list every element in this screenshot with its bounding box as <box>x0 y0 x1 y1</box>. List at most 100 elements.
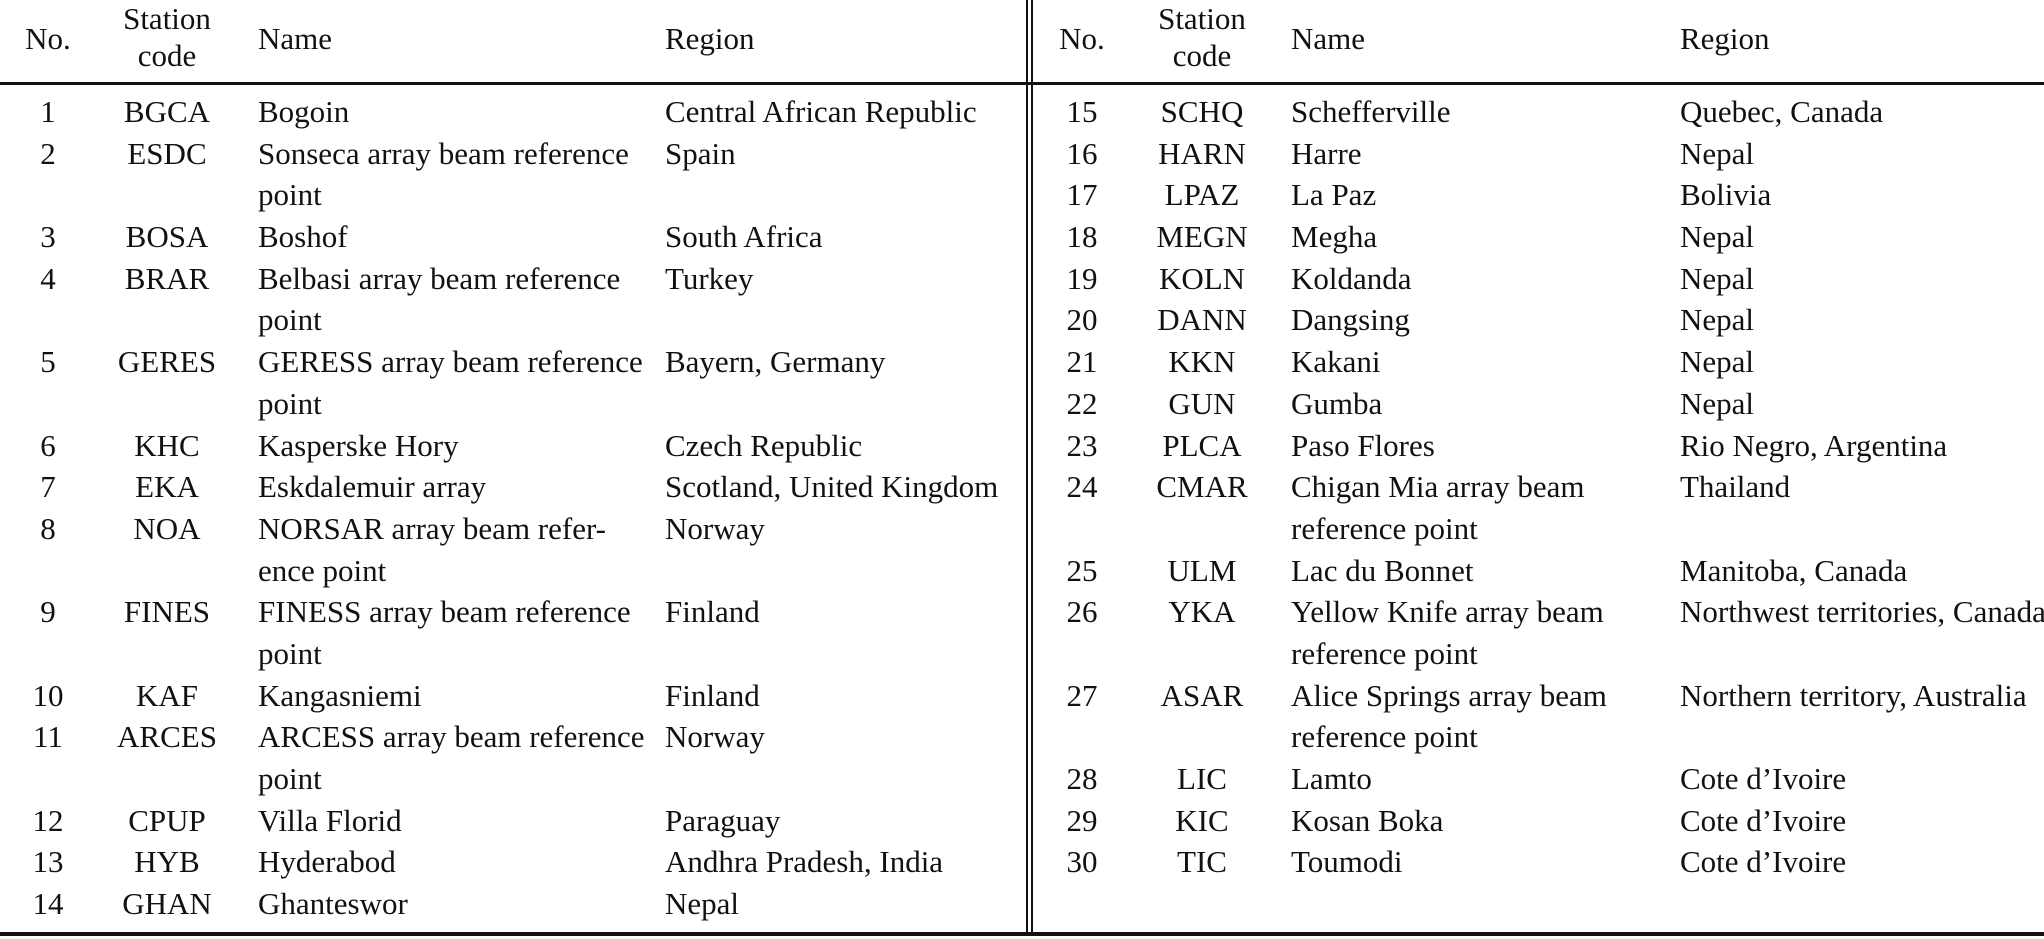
region: Norway <box>665 719 765 755</box>
station-name-line: Kakani <box>1291 344 1381 380</box>
station-code: LIC <box>1177 761 1227 797</box>
station-name-line: reference point <box>1291 635 1478 671</box>
row-number: 5 <box>40 344 56 380</box>
station-name: Boshof <box>258 216 348 258</box>
station-name-line: point <box>258 177 322 213</box>
station-name-line: Kosan Boka <box>1291 802 1444 838</box>
station-name: Hyderabod <box>258 841 396 883</box>
station-name: Yellow Knife array beam reference point <box>1291 591 1604 674</box>
table-row: 12 CPUP Villa Florid Paraguay <box>0 800 1026 842</box>
station-name: Toumodi <box>1291 841 1403 883</box>
station-code: DANN <box>1157 302 1247 338</box>
region: Cote d’Ivoire <box>1680 802 1847 838</box>
station-code: MEGN <box>1156 219 1248 255</box>
table-header: No. Station code Name Region <box>1032 0 2044 80</box>
header-name: Name <box>258 21 333 56</box>
region: Northern territory, Australia <box>1680 677 2027 713</box>
station-code: KHC <box>134 427 200 463</box>
row-number: 22 <box>1066 385 1098 421</box>
station-name: Belbasi array beam reference point <box>258 258 620 341</box>
row-number: 10 <box>32 677 64 713</box>
station-name-line: Hyderabod <box>258 844 396 880</box>
row-number: 19 <box>1066 260 1098 296</box>
station-name: Schefferville <box>1291 91 1451 133</box>
region: Nepal <box>1680 385 1755 421</box>
region: South Africa <box>665 219 823 255</box>
table-row: 6 KHC Kasperske Hory Czech Republic <box>0 425 1026 467</box>
row-number: 27 <box>1066 677 1098 713</box>
row-number: 13 <box>32 844 64 880</box>
station-name-line: Paso Flores <box>1291 427 1435 463</box>
station-name: Lac du Bonnet <box>1291 550 1474 592</box>
station-name: Villa Florid <box>258 800 402 842</box>
divider-line-1 <box>1026 0 1028 936</box>
station-code: FINES <box>123 594 211 630</box>
station-name-line: Lac du Bonnet <box>1291 552 1474 588</box>
table-row: 18 MEGN Megha Nepal <box>1032 216 2044 258</box>
station-name: GERESS array beam reference point <box>258 341 643 424</box>
table-row: 26 YKA Yellow Knife array beam reference po… <box>1032 591 2044 674</box>
right-table: No. Station code Name Region 15 SCHQ Scheffervi… <box>1032 0 2044 939</box>
row-number: 30 <box>1066 844 1098 880</box>
row-number: 21 <box>1066 344 1098 380</box>
table-row: 28 LIC Lamto Cote d’Ivoire <box>1032 758 2044 800</box>
station-code: HARN <box>1158 135 1246 171</box>
region: Finland <box>665 594 760 630</box>
header-name: Name <box>1291 21 1366 56</box>
region: Northwest territories, Canada <box>1680 594 2044 630</box>
station-name: Harre <box>1291 133 1362 175</box>
table-row: 5 GERES GERESS array beam reference point Ba… <box>0 341 1026 424</box>
region: Nepal <box>1680 135 1755 171</box>
region: Thailand <box>1680 469 1791 505</box>
divider-line-2 <box>1031 0 1033 936</box>
row-number: 17 <box>1066 177 1098 213</box>
station-name-line: Toumodi <box>1291 844 1403 880</box>
station-name-line: La Paz <box>1291 177 1377 213</box>
station-code: ESDC <box>127 135 207 171</box>
region: Nepal <box>1680 260 1755 296</box>
table-row: 3 BOSA Boshof South Africa <box>0 216 1026 258</box>
row-number: 8 <box>40 510 56 546</box>
station-code: KAF <box>135 677 198 713</box>
station-name-line: Belbasi array beam reference <box>258 260 621 296</box>
station-name-line: point <box>258 636 322 671</box>
station-code: BRAR <box>124 260 210 296</box>
region: Andhra Pradesh, India <box>665 844 944 880</box>
header-station: Station <box>1158 1 1246 36</box>
station-name-line: Kasperske Hory <box>258 427 459 463</box>
table-row: 2 ESDC Sonseca array beam reference point Sp… <box>0 133 1026 216</box>
station-code: TIC <box>1177 844 1227 880</box>
region: Nepal <box>1680 302 1755 338</box>
station-name-line: Koldanda <box>1291 260 1412 296</box>
station-code: LPAZ <box>1164 177 1240 213</box>
station-name-line: reference point <box>1291 719 1478 755</box>
table-row: 21 KKN Kakani Nepal <box>1032 341 2044 383</box>
station-code: ASAR <box>1160 677 1244 713</box>
table-row: 17 LPAZ La Paz Bolivia <box>1032 174 2044 216</box>
row-number: 3 <box>40 219 56 255</box>
row-number: 6 <box>40 427 56 463</box>
station-code: KKN <box>1168 344 1236 380</box>
table-row: 25 ULM Lac du Bonnet Manitoba, Canada <box>1032 550 2044 592</box>
row-number: 11 <box>33 719 63 755</box>
station-code: GHAN <box>122 886 212 922</box>
station-code: KIC <box>1175 802 1229 838</box>
station-name: Gumba <box>1291 383 1382 425</box>
row-number: 12 <box>32 802 64 838</box>
region: Central African Republic <box>665 94 977 129</box>
station-name-line: point <box>258 302 322 338</box>
region: Bayern, Germany <box>665 344 886 380</box>
station-code: PLCA <box>1162 427 1242 463</box>
station-name-line: Villa Florid <box>258 802 402 838</box>
table-row: 19 KOLN Koldanda Nepal <box>1032 258 2044 300</box>
region: Czech Republic <box>665 427 863 463</box>
station-code: SCHQ <box>1160 94 1244 129</box>
region: Cote d’Ivoire <box>1680 761 1847 797</box>
station-code: GERES <box>117 344 217 380</box>
bottom-rule <box>0 932 2044 936</box>
station-name: Megha <box>1291 216 1377 258</box>
station-name-line: point <box>258 761 322 797</box>
table-body: 15 SCHQ Schefferville Quebec, Canada 16 HARN H… <box>1032 91 2044 883</box>
station-code: ARCES <box>117 719 217 755</box>
table-row: 30 TIC Toumodi Cote d’Ivoire <box>1032 841 2044 883</box>
